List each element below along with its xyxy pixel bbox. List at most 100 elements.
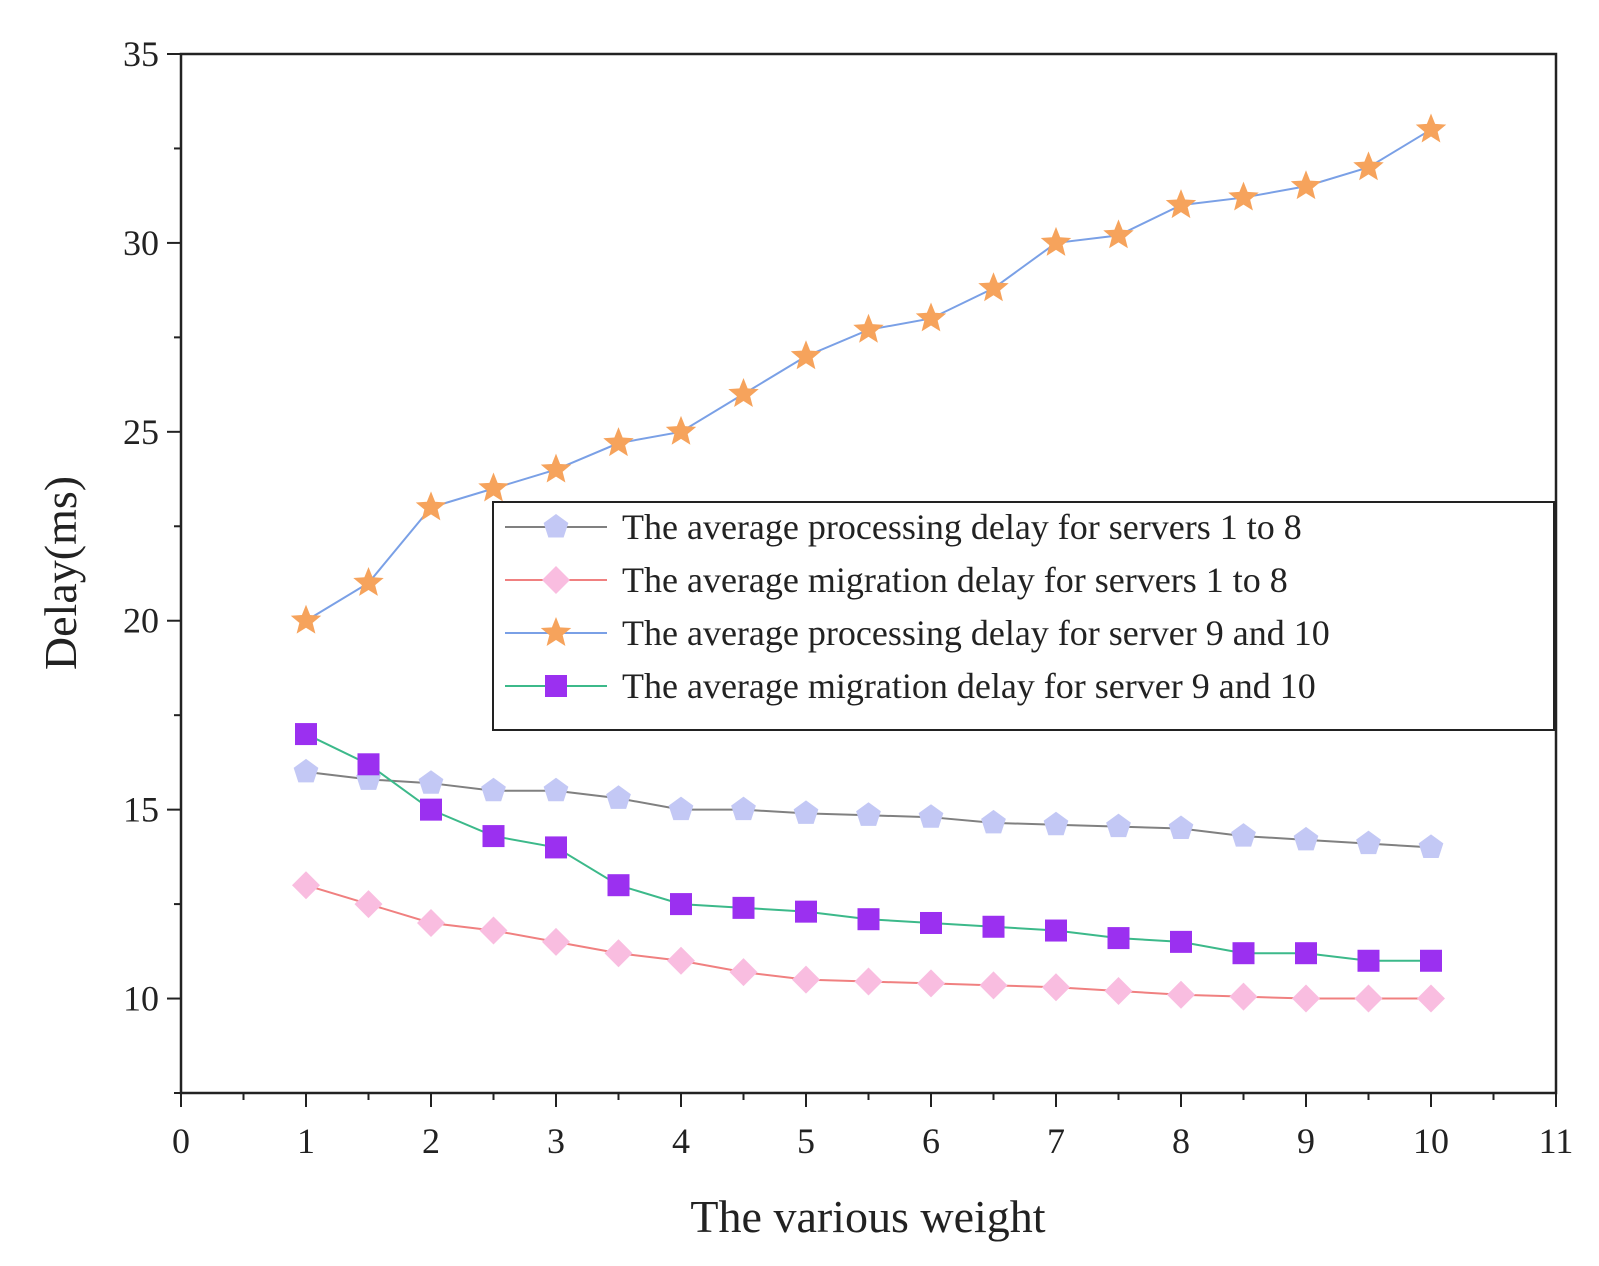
data-point [545, 836, 567, 859]
y-tick-label: 35 [123, 34, 159, 74]
data-point [417, 908, 445, 937]
data-point [920, 911, 942, 934]
data-point [353, 566, 384, 596]
x-tick-label: 8 [1172, 1121, 1190, 1161]
x-tick-label: 4 [672, 1121, 690, 1161]
data-point [1415, 113, 1447, 143]
data-point [1417, 984, 1445, 1013]
data-point [1231, 823, 1256, 847]
data-point [1354, 984, 1383, 1013]
x-tick-label: 11 [1539, 1121, 1574, 1161]
data-point [479, 916, 508, 945]
x-tick-label: 6 [922, 1121, 940, 1161]
y-tick-label: 15 [123, 790, 159, 830]
data-point [668, 796, 694, 821]
series-1 [293, 758, 1444, 858]
data-point [1040, 226, 1072, 256]
data-point [606, 785, 631, 809]
data-point [1290, 170, 1322, 200]
legend-label: The average migration delay for servers … [622, 560, 1288, 600]
data-point [1232, 942, 1255, 965]
series-3 [290, 113, 1447, 634]
data-point [418, 770, 444, 794]
x-tick-label: 1 [297, 1121, 315, 1161]
data-point [1043, 811, 1069, 836]
data-point [979, 971, 1008, 1000]
legend-marker [543, 514, 569, 538]
data-point [732, 896, 755, 919]
data-point [1103, 219, 1134, 249]
data-point [290, 604, 322, 634]
data-point [1357, 949, 1380, 972]
data-point [295, 723, 317, 746]
data-point [1045, 919, 1067, 942]
data-point [1356, 830, 1381, 855]
data-point [478, 472, 509, 502]
y-axis: 10 15 20 25 30 35 [123, 34, 181, 1094]
data-point [607, 874, 630, 897]
series-4 [295, 723, 1442, 972]
legend-entry-2: The average migration delay for servers … [505, 560, 1288, 600]
data-point [292, 871, 320, 900]
y-tick-label: 25 [123, 412, 159, 452]
x-tick-label: 7 [1047, 1121, 1065, 1161]
y-tick-label: 20 [123, 601, 159, 641]
data-point [603, 427, 634, 457]
x-tick-label: 10 [1413, 1121, 1449, 1161]
data-point [853, 313, 884, 343]
x-tick-label: 9 [1297, 1121, 1315, 1161]
data-point [1104, 976, 1133, 1005]
data-point [1170, 930, 1192, 953]
x-tick-label: 2 [422, 1121, 440, 1161]
data-point [357, 753, 380, 776]
legend-label: The average processing delay for servers… [622, 507, 1302, 547]
data-point [1165, 189, 1197, 219]
data-point [1228, 181, 1259, 211]
y-tick-label: 30 [123, 223, 159, 263]
data-point [1295, 942, 1317, 965]
data-point [1042, 973, 1070, 1002]
data-point [667, 946, 695, 975]
data-point [542, 927, 570, 956]
legend-label: The average processing delay for server … [622, 613, 1330, 653]
data-point [1418, 834, 1444, 858]
data-point [420, 798, 442, 821]
data-point [918, 804, 944, 828]
series-layer [290, 113, 1447, 1013]
data-point [415, 491, 447, 521]
data-point [917, 969, 945, 998]
data-point [604, 939, 633, 968]
x-tick-label: 3 [547, 1121, 565, 1161]
data-point [1293, 826, 1319, 851]
data-point [982, 915, 1005, 938]
data-point [856, 802, 881, 826]
data-point [1106, 813, 1131, 838]
data-point [1168, 815, 1194, 840]
legend-entry-3: The average processing delay for server … [505, 613, 1330, 653]
legend-entry-1: The average processing delay for servers… [505, 507, 1302, 547]
data-point [793, 800, 819, 824]
series-2 [292, 871, 1445, 1013]
data-point [1107, 927, 1130, 950]
data-point [354, 890, 383, 919]
data-point [728, 378, 759, 407]
data-point [790, 340, 822, 370]
data-point [1292, 984, 1320, 1013]
legend-entry-4: The average migration delay for server 9… [505, 666, 1316, 706]
legend-marker [540, 617, 572, 646]
data-point [795, 900, 817, 923]
data-point [293, 758, 319, 783]
data-point [792, 965, 820, 994]
y-tick-label: 10 [123, 979, 159, 1019]
x-tick-label: 0 [172, 1121, 190, 1161]
data-point [1229, 982, 1258, 1011]
data-point [915, 302, 947, 332]
y-axis-title: Delay(ms) [35, 476, 86, 670]
legend-marker [545, 675, 567, 697]
data-point [670, 893, 692, 916]
data-point [854, 967, 883, 996]
data-point [543, 777, 569, 802]
data-point [1420, 949, 1442, 972]
data-point [731, 796, 756, 821]
